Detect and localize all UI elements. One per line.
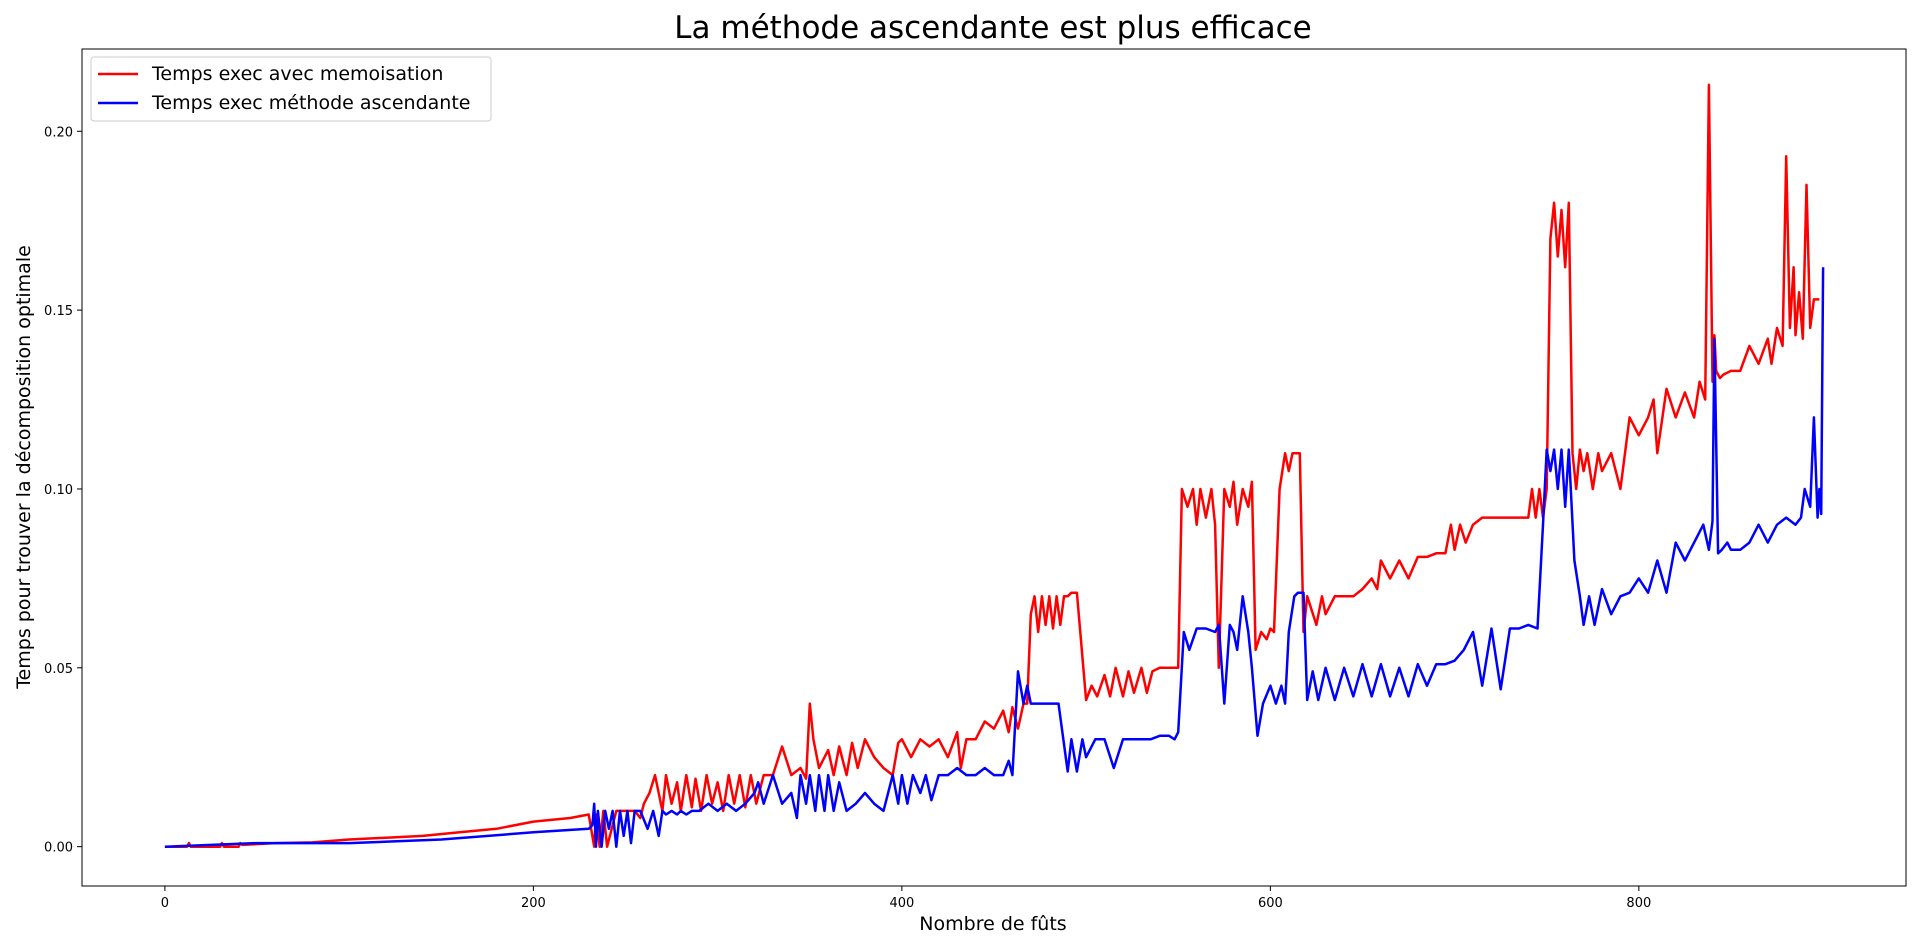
x-tick-label: 0 <box>161 896 169 911</box>
y-tick-label: 0.15 <box>44 304 73 319</box>
series-lines <box>164 83 1825 848</box>
x-tick-label: 400 <box>889 896 914 911</box>
y-axis-label: Temps pour trouver la décomposition opti… <box>13 245 35 690</box>
x-tick-label: 800 <box>1626 896 1651 911</box>
y-tick-label: 0.00 <box>44 841 73 856</box>
legend-box <box>90 56 492 122</box>
series-line-ascendante <box>164 267 1825 848</box>
legend: Temps exec avec memoisation Temps exec m… <box>90 56 492 122</box>
legend-label-ascendante: Temps exec méthode ascendante <box>151 92 470 114</box>
x-tick-label: 200 <box>521 896 546 911</box>
x-axis-label: Nombre de fûts <box>919 913 1066 935</box>
x-axis: 0 200 400 600 800 <box>161 886 1651 911</box>
y-tick-label: 0.05 <box>44 662 73 677</box>
x-tick-label: 600 <box>1258 896 1283 911</box>
y-tick-label: 0.10 <box>44 483 73 498</box>
legend-label-memoisation: Temps exec avec memoisation <box>151 63 443 85</box>
y-tick-label: 0.20 <box>44 125 73 140</box>
y-axis: 0.00 0.05 0.10 0.15 0.20 <box>44 125 82 856</box>
series-line-memoisation <box>164 83 1820 848</box>
chart-title: La méthode ascendante est plus efficace <box>674 10 1311 46</box>
plot-area <box>81 48 1907 887</box>
